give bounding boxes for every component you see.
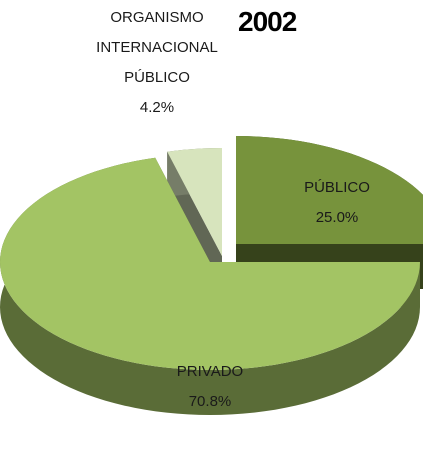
chart-title: 2002 bbox=[238, 6, 297, 37]
slice-top bbox=[236, 136, 423, 244]
data-label-value: 25.0% bbox=[315, 209, 359, 226]
data-label-value: 4.2% bbox=[139, 99, 175, 116]
pie-slice bbox=[0, 157, 420, 416]
data-label-category: ORGANISMO INTERNACIONAL PÚBLICO bbox=[96, 9, 218, 86]
slice-top bbox=[0, 157, 420, 370]
data-label-category: PRIVADO bbox=[176, 363, 244, 380]
data-label-value: 70.8% bbox=[188, 393, 232, 410]
slice-top bbox=[167, 148, 222, 256]
data-label-category: PÚBLICO bbox=[304, 179, 370, 196]
